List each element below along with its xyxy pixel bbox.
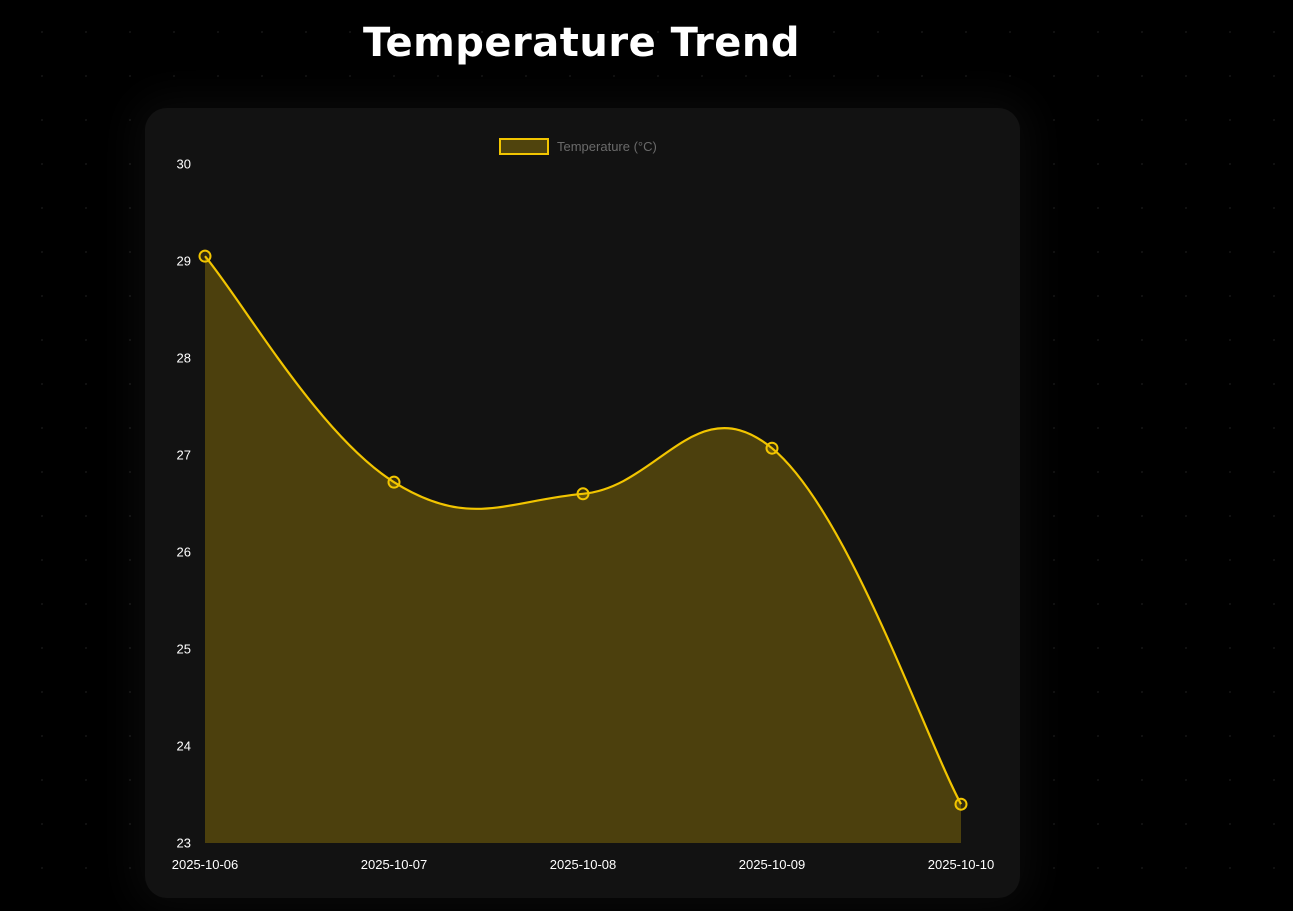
y-tick-label: 30 <box>177 157 191 172</box>
series-area <box>205 256 961 843</box>
y-tick-label: 25 <box>177 642 191 657</box>
x-tick-label: 2025-10-09 <box>739 857 806 872</box>
legend-swatch <box>499 137 549 155</box>
data-point[interactable] <box>765 441 779 455</box>
x-tick-label: 2025-10-10 <box>928 857 995 872</box>
x-tick-label: 2025-10-07 <box>361 857 428 872</box>
y-tick-label: 29 <box>177 254 191 269</box>
data-point[interactable] <box>954 797 968 811</box>
page-title: Temperature Trend <box>363 20 800 66</box>
y-tick-label: 24 <box>177 739 191 754</box>
area-group <box>205 256 961 843</box>
line-group <box>204 255 962 805</box>
data-point[interactable] <box>198 249 212 263</box>
data-point[interactable] <box>387 475 401 489</box>
chart-card <box>145 108 1020 898</box>
x-tick-label: 2025-10-06 <box>172 857 239 872</box>
series-line <box>204 255 962 805</box>
chart-legend[interactable]: Temperature (°C) <box>499 137 657 155</box>
y-tick-label: 26 <box>177 545 191 560</box>
y-tick-label: 23 <box>177 836 191 851</box>
y-tick-label: 27 <box>177 448 191 463</box>
y-axis-ticks: 30 29 28 27 26 25 24 23 <box>177 157 191 851</box>
x-tick-label: 2025-10-08 <box>550 857 617 872</box>
points-group <box>198 249 968 811</box>
legend-label: Temperature (°C) <box>557 138 657 154</box>
data-point[interactable] <box>576 487 590 501</box>
y-tick-label: 28 <box>177 351 191 366</box>
x-axis-ticks: 2025-10-06 2025-10-07 2025-10-08 2025-10-09… <box>172 857 995 872</box>
